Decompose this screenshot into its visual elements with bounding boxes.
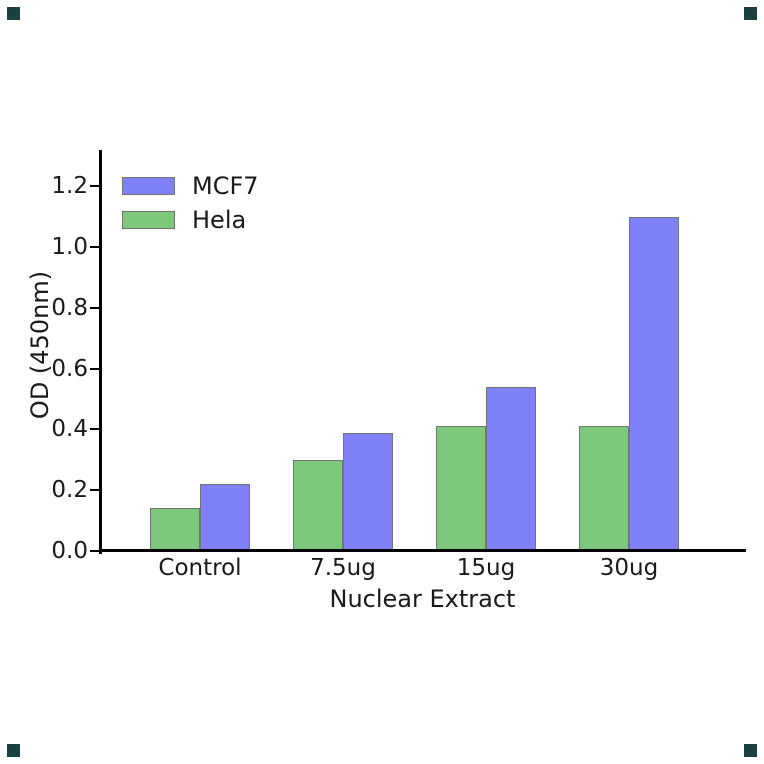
bar-mcf7-control	[200, 484, 250, 551]
y-tick-mark	[90, 306, 99, 309]
y-tick-label: 0.6	[51, 355, 88, 382]
bar-mcf7-75ug	[343, 433, 393, 551]
y-tick-label: 1.0	[51, 234, 88, 261]
x-tick-label-control: Control	[158, 555, 242, 581]
bar-hela-30ug	[579, 426, 629, 551]
bar-hela-control	[150, 508, 200, 551]
bar-mcf7-15ug	[486, 387, 536, 551]
y-tick-label: 1.2	[51, 173, 88, 200]
bar-hela-15ug	[436, 426, 486, 551]
y-tick-label: 0.8	[51, 294, 88, 321]
y-tick-label: 0.0	[51, 538, 88, 564]
bar-mcf7-30ug	[629, 217, 679, 551]
corner-marker-bottom-right	[744, 744, 757, 757]
bar-hela-75ug	[293, 460, 343, 551]
x-axis-line	[99, 549, 746, 552]
y-tick-mark	[90, 246, 99, 249]
legend-label-mcf7: MCF7	[192, 172, 259, 200]
legend-swatch-hela	[122, 211, 175, 229]
y-tick-mark	[90, 550, 99, 552]
corner-marker-top-right	[744, 7, 757, 20]
x-tick-label-30ug: 30ug	[599, 555, 659, 581]
y-tick-mark	[90, 185, 99, 188]
y-tick-mark	[90, 367, 99, 370]
x-tick-label-15ug: 15ug	[456, 555, 516, 581]
y-tick-mark	[90, 489, 99, 492]
corner-marker-bottom-left	[7, 744, 20, 757]
y-tick-label: 0.4	[51, 416, 88, 443]
legend-label-hela: Hela	[192, 206, 247, 234]
corner-marker-top-left	[7, 7, 20, 20]
legend-swatch-mcf7	[122, 177, 175, 195]
y-tick-label: 0.2	[51, 477, 88, 504]
y-tick-mark	[90, 428, 99, 431]
x-axis-title: Nuclear Extract	[329, 585, 516, 613]
y-axis-spine	[99, 150, 102, 554]
x-tick-label-75ug: 7.5ug	[310, 555, 376, 581]
